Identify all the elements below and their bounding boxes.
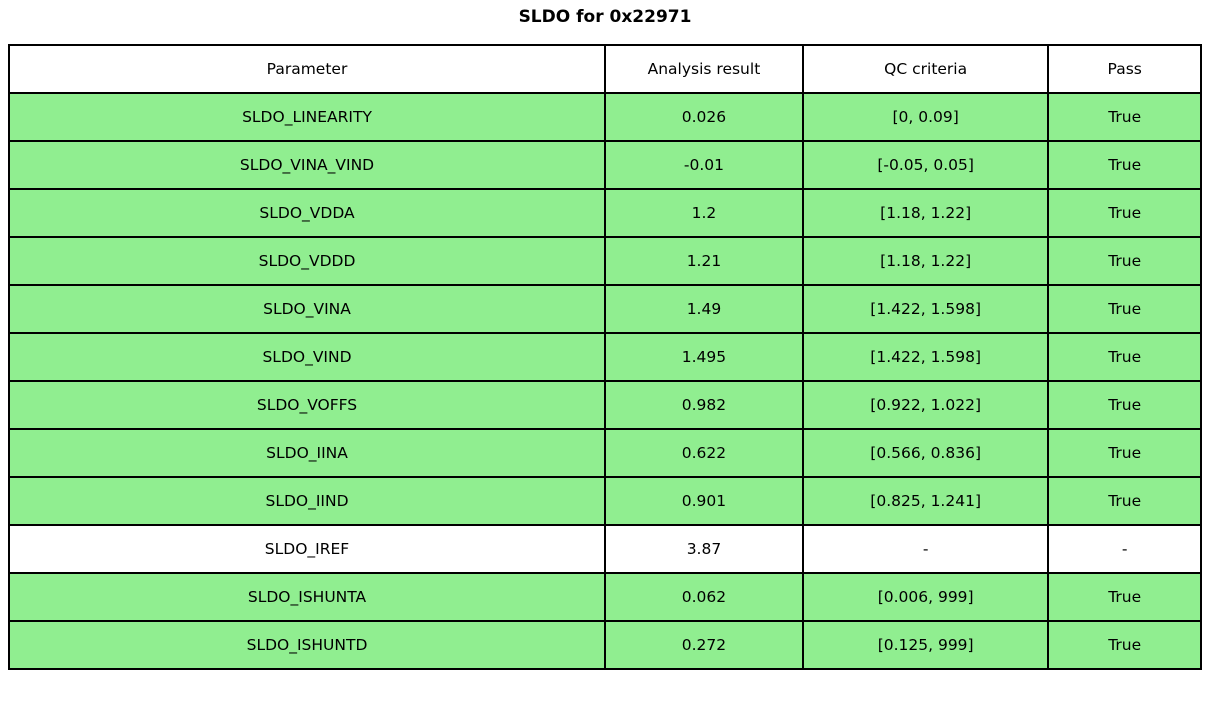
col-header-qc-criteria: QC criteria <box>801 44 1050 94</box>
result-cell: 0.982 <box>604 380 804 430</box>
col-header-parameter: Parameter <box>7 44 607 94</box>
table-row: SLDO_VDDD 1.21 [1.18, 1.22] True <box>7 236 1202 286</box>
table-row: SLDO_VIND 1.495 [1.422, 1.598] True <box>7 332 1202 382</box>
table-row: SLDO_IINA 0.622 [0.566, 0.836] True <box>7 428 1202 478</box>
pass-cell: True <box>1047 380 1202 430</box>
param-cell: SLDO_IINA <box>7 428 607 478</box>
pass-cell: True <box>1047 92 1202 142</box>
criteria-cell: [0.825, 1.241] <box>801 476 1050 526</box>
result-cell: 0.622 <box>604 428 804 478</box>
pass-cell: True <box>1047 428 1202 478</box>
criteria-cell: [1.422, 1.598] <box>801 284 1050 334</box>
pass-cell: True <box>1047 284 1202 334</box>
table-row: SLDO_IIND 0.901 [0.825, 1.241] True <box>7 476 1202 526</box>
result-cell: 0.901 <box>604 476 804 526</box>
criteria-cell: [0.566, 0.836] <box>801 428 1050 478</box>
param-cell: SLDO_VDDA <box>7 188 607 238</box>
param-cell: SLDO_ISHUNTD <box>7 620 607 670</box>
param-cell: SLDO_IREF <box>7 524 607 574</box>
result-cell: 1.49 <box>604 284 804 334</box>
result-cell: -0.01 <box>604 140 804 190</box>
table-row: SLDO_LINEARITY 0.026 [0, 0.09] True <box>7 92 1202 142</box>
table-row: SLDO_VINA_VIND -0.01 [-0.05, 0.05] True <box>7 140 1202 190</box>
table-row: SLDO_ISHUNTD 0.272 [0.125, 999] True <box>7 620 1202 670</box>
pass-cell: True <box>1047 572 1202 622</box>
col-header-analysis-result: Analysis result <box>604 44 804 94</box>
param-cell: SLDO_VIND <box>7 332 607 382</box>
table-row: SLDO_VOFFS 0.982 [0.922, 1.022] True <box>7 380 1202 430</box>
param-cell: SLDO_VOFFS <box>7 380 607 430</box>
pass-cell: - <box>1047 524 1202 574</box>
param-cell: SLDO_VDDD <box>7 236 607 286</box>
criteria-cell: [0.006, 999] <box>801 572 1050 622</box>
param-cell: SLDO_VINA_VIND <box>7 140 607 190</box>
table-header-row: Parameter Analysis result QC criteria Pa… <box>7 44 1202 94</box>
pass-cell: True <box>1047 620 1202 670</box>
pass-cell: True <box>1047 476 1202 526</box>
result-cell: 0.272 <box>604 620 804 670</box>
param-cell: SLDO_IIND <box>7 476 607 526</box>
param-cell: SLDO_VINA <box>7 284 607 334</box>
criteria-cell: [-0.05, 0.05] <box>801 140 1050 190</box>
param-cell: SLDO_LINEARITY <box>7 92 607 142</box>
result-cell: 1.495 <box>604 332 804 382</box>
pass-cell: True <box>1047 332 1202 382</box>
criteria-cell: [1.18, 1.22] <box>801 236 1050 286</box>
table-row: SLDO_VDDA 1.2 [1.18, 1.22] True <box>7 188 1202 238</box>
param-cell: SLDO_ISHUNTA <box>7 572 607 622</box>
qc-results-table: Parameter Analysis result QC criteria Pa… <box>7 44 1202 670</box>
criteria-cell: [0, 0.09] <box>801 92 1050 142</box>
table-row: SLDO_VINA 1.49 [1.422, 1.598] True <box>7 284 1202 334</box>
result-cell: 0.026 <box>604 92 804 142</box>
pass-cell: True <box>1047 236 1202 286</box>
pass-cell: True <box>1047 140 1202 190</box>
criteria-cell: [1.18, 1.22] <box>801 188 1050 238</box>
criteria-cell: [0.125, 999] <box>801 620 1050 670</box>
result-cell: 1.21 <box>604 236 804 286</box>
criteria-cell: - <box>801 524 1050 574</box>
table-row: SLDO_IREF 3.87 - - <box>7 524 1202 574</box>
result-cell: 0.062 <box>604 572 804 622</box>
table-row: SLDO_ISHUNTA 0.062 [0.006, 999] True <box>7 572 1202 622</box>
page-title: SLDO for 0x22971 <box>518 7 692 27</box>
col-header-pass: Pass <box>1047 44 1202 94</box>
result-cell: 3.87 <box>604 524 804 574</box>
pass-cell: True <box>1047 188 1202 238</box>
criteria-cell: [0.922, 1.022] <box>801 380 1050 430</box>
criteria-cell: [1.422, 1.598] <box>801 332 1050 382</box>
result-cell: 1.2 <box>604 188 804 238</box>
